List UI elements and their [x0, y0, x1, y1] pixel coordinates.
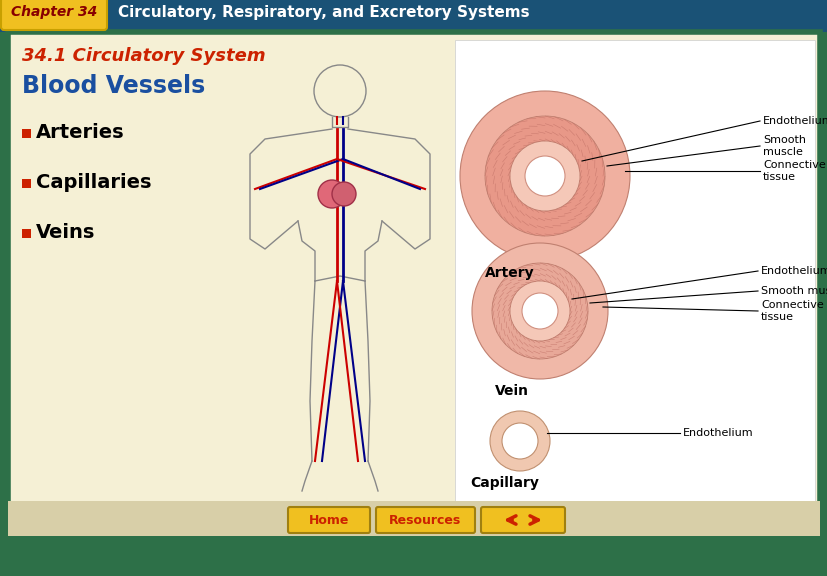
- FancyBboxPatch shape: [288, 507, 370, 533]
- Text: Connective
tissue: Connective tissue: [762, 160, 825, 182]
- Text: Artery: Artery: [485, 266, 534, 280]
- Text: Resources: Resources: [389, 513, 461, 526]
- Text: Chapter 34: Chapter 34: [11, 5, 97, 19]
- FancyBboxPatch shape: [0, 0, 827, 32]
- Text: Capillaries: Capillaries: [36, 173, 151, 192]
- Circle shape: [332, 182, 356, 206]
- FancyBboxPatch shape: [1, 0, 107, 30]
- Text: Endothelium: Endothelium: [682, 428, 753, 438]
- Text: Blood Vessels: Blood Vessels: [22, 74, 205, 98]
- FancyBboxPatch shape: [22, 229, 31, 238]
- FancyBboxPatch shape: [22, 129, 31, 138]
- FancyBboxPatch shape: [480, 507, 564, 533]
- FancyBboxPatch shape: [455, 40, 814, 526]
- Text: Smooth
muscle: Smooth muscle: [762, 135, 805, 157]
- Text: Circulatory, Respiratory, and Excretory Systems: Circulatory, Respiratory, and Excretory …: [118, 5, 529, 20]
- Text: Arteries: Arteries: [36, 123, 125, 142]
- Circle shape: [509, 141, 579, 211]
- Circle shape: [491, 263, 587, 359]
- Circle shape: [490, 411, 549, 471]
- Circle shape: [501, 423, 538, 459]
- Text: Endothelium: Endothelium: [760, 266, 827, 276]
- Circle shape: [460, 91, 629, 261]
- Text: Connective
tissue: Connective tissue: [760, 300, 823, 322]
- Text: Endothelium: Endothelium: [762, 116, 827, 126]
- Circle shape: [524, 156, 564, 196]
- Circle shape: [318, 180, 346, 208]
- FancyBboxPatch shape: [22, 179, 31, 188]
- FancyBboxPatch shape: [8, 32, 819, 531]
- Text: Vein: Vein: [495, 384, 528, 398]
- Text: Veins: Veins: [36, 223, 95, 242]
- Text: Home: Home: [308, 513, 349, 526]
- Circle shape: [521, 293, 557, 329]
- FancyBboxPatch shape: [8, 501, 819, 536]
- FancyBboxPatch shape: [375, 507, 475, 533]
- Circle shape: [471, 243, 607, 379]
- Circle shape: [509, 281, 569, 341]
- Text: Smooth muscle: Smooth muscle: [760, 286, 827, 296]
- Text: 34.1 Circulatory System: 34.1 Circulatory System: [22, 47, 265, 65]
- Text: Capillary: Capillary: [470, 476, 538, 490]
- Circle shape: [485, 116, 605, 236]
